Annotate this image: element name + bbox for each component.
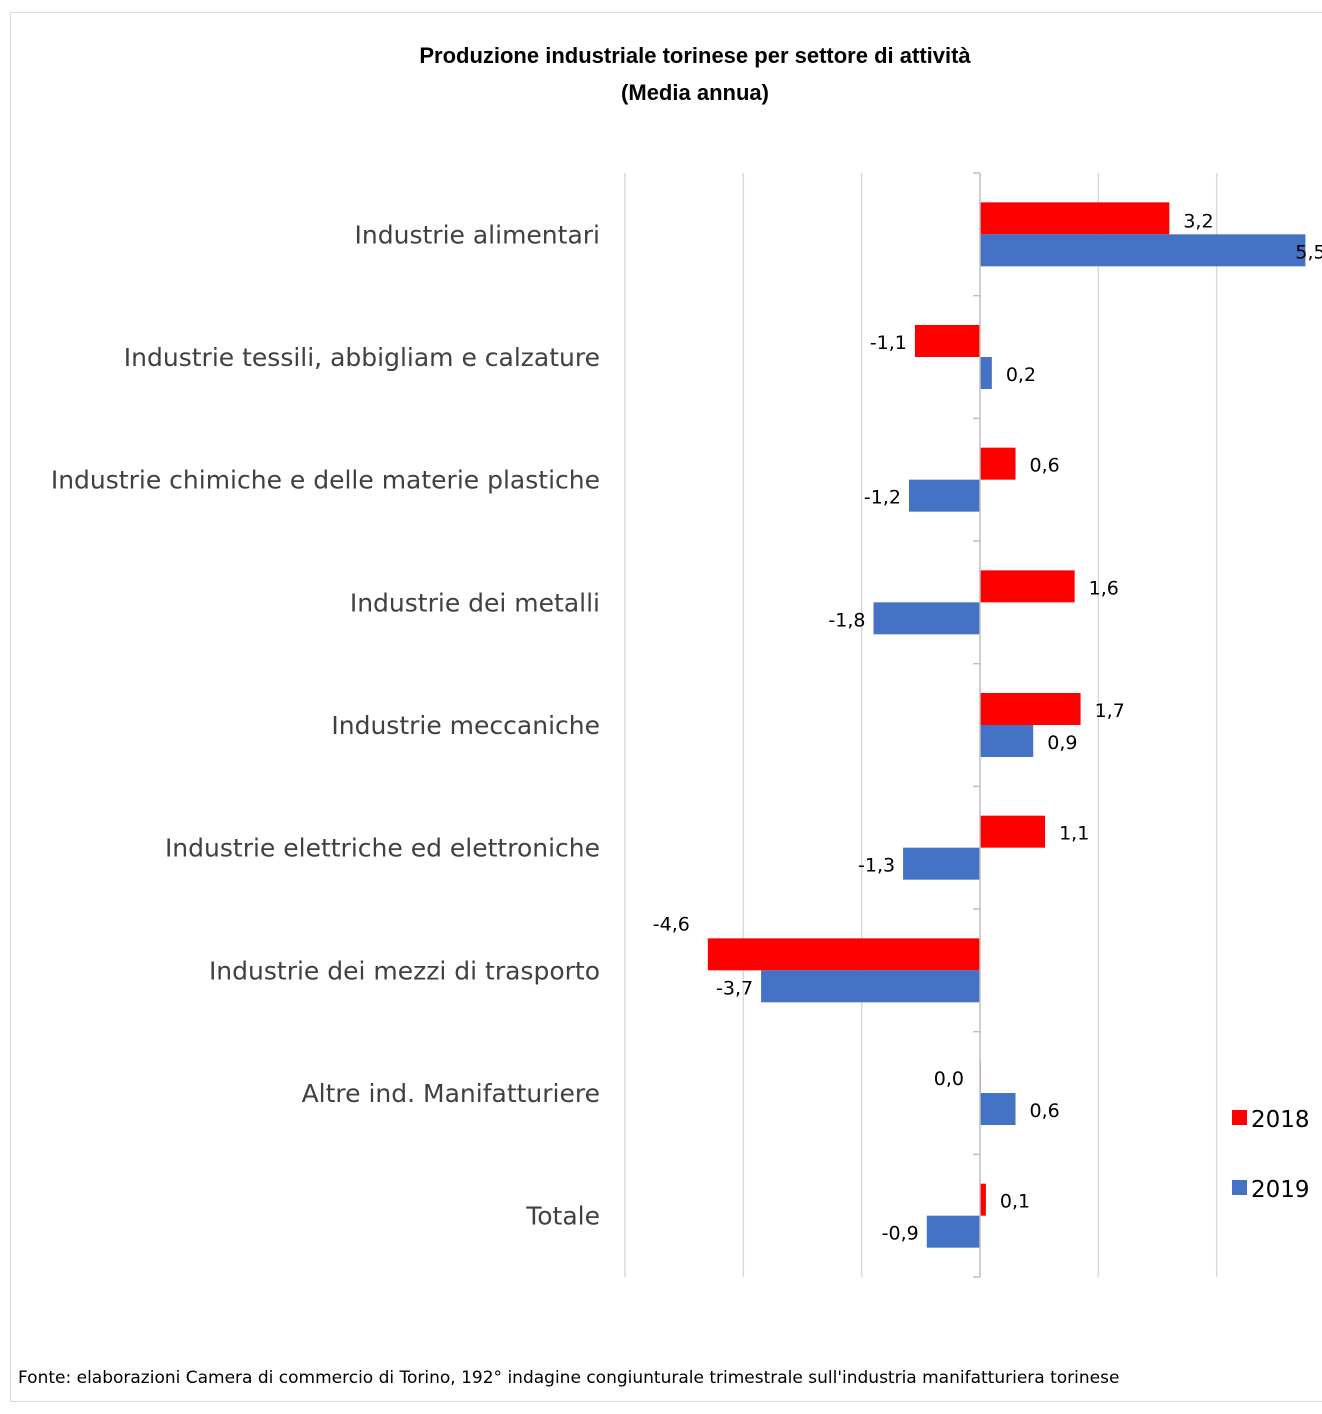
- bar-2019: [903, 847, 980, 880]
- category-label: Industrie alimentari: [355, 220, 600, 249]
- bar-2019: [980, 725, 1034, 757]
- data-label-2019: -1,2: [864, 487, 901, 509]
- bar-2018: [980, 693, 1081, 725]
- legend: 2018 2019: [1232, 1107, 1310, 1203]
- chart-subtitle: (Media annua): [621, 80, 769, 105]
- category-label: Industrie tessili, abbigliam e calzature: [124, 343, 600, 372]
- data-label-2019: -1,3: [858, 855, 895, 877]
- category-label: Industrie elettriche ed elettroniche: [165, 834, 600, 863]
- source-note: Fonte: elaborazioni Camera di commercio …: [18, 1368, 1119, 1388]
- bar-2018: [707, 938, 980, 971]
- data-label-2018: -1,1: [870, 332, 907, 354]
- data-label-2019: 5,5: [1295, 241, 1322, 263]
- category-label: Altre ind. Manifatturiere: [302, 1079, 600, 1108]
- data-label-2019: 0,2: [1006, 364, 1036, 386]
- data-label-2019: 0,9: [1047, 732, 1077, 754]
- bar-2019: [926, 1215, 980, 1248]
- category-label: Industrie dei metalli: [350, 588, 600, 617]
- bar-2019: [909, 479, 980, 512]
- chart-frame: [10, 12, 1322, 1402]
- bar-2018: [980, 202, 1170, 235]
- legend-label-2019: 2019: [1251, 1177, 1310, 1203]
- category-label: Industrie dei mezzi di trasporto: [209, 956, 600, 985]
- legend-swatch-2019: [1232, 1180, 1247, 1195]
- data-label-2018: 0,0: [934, 1068, 964, 1090]
- data-label-2018: 1,7: [1095, 700, 1125, 722]
- data-label-2019: -1,8: [828, 609, 865, 631]
- data-label-2019: -0,9: [882, 1223, 919, 1245]
- bar-2018: [980, 1183, 986, 1216]
- bar-2019: [980, 357, 992, 389]
- category-label: Industrie chimiche e delle materie plast…: [51, 466, 600, 495]
- data-label-2018: 0,6: [1030, 455, 1060, 477]
- bar-2018: [980, 815, 1046, 848]
- bar-2019: [980, 234, 1306, 267]
- data-label-2019: 0,6: [1030, 1100, 1060, 1122]
- category-labels: Industrie alimentari Industrie tessili, a…: [51, 220, 600, 1230]
- data-labels: 3,2 5,5 -1,1 0,2 0,6 -1,2 1,6 -1,8 1,7 0,9 1,1 -1,3…: [653, 210, 1322, 1244]
- data-label-2018: 1,6: [1089, 577, 1119, 599]
- bar-2018: [980, 447, 1016, 480]
- data-label-2018: -4,6: [653, 913, 690, 935]
- data-label-2019: -3,7: [716, 977, 753, 999]
- bar-2019: [980, 1093, 1016, 1125]
- grid-lines: [624, 173, 1218, 1277]
- legend-swatch-2018: [1232, 1110, 1247, 1125]
- category-label: Industrie meccaniche: [331, 711, 600, 740]
- bar-2018: [980, 570, 1075, 603]
- bar-2018: [914, 325, 980, 357]
- bar-2019: [873, 602, 980, 635]
- bar-2019: [761, 970, 980, 1003]
- chart-title: Produzione industriale torinese per sett…: [419, 43, 971, 68]
- value-axis: [973, 172, 981, 1278]
- data-label-2018: 1,1: [1059, 823, 1089, 845]
- bars: [707, 202, 1306, 1248]
- legend-label-2018: 2018: [1251, 1107, 1310, 1133]
- data-label-2018: 0,1: [1000, 1191, 1030, 1213]
- data-label-2018: 3,2: [1183, 210, 1213, 232]
- category-label: Totale: [525, 1202, 600, 1231]
